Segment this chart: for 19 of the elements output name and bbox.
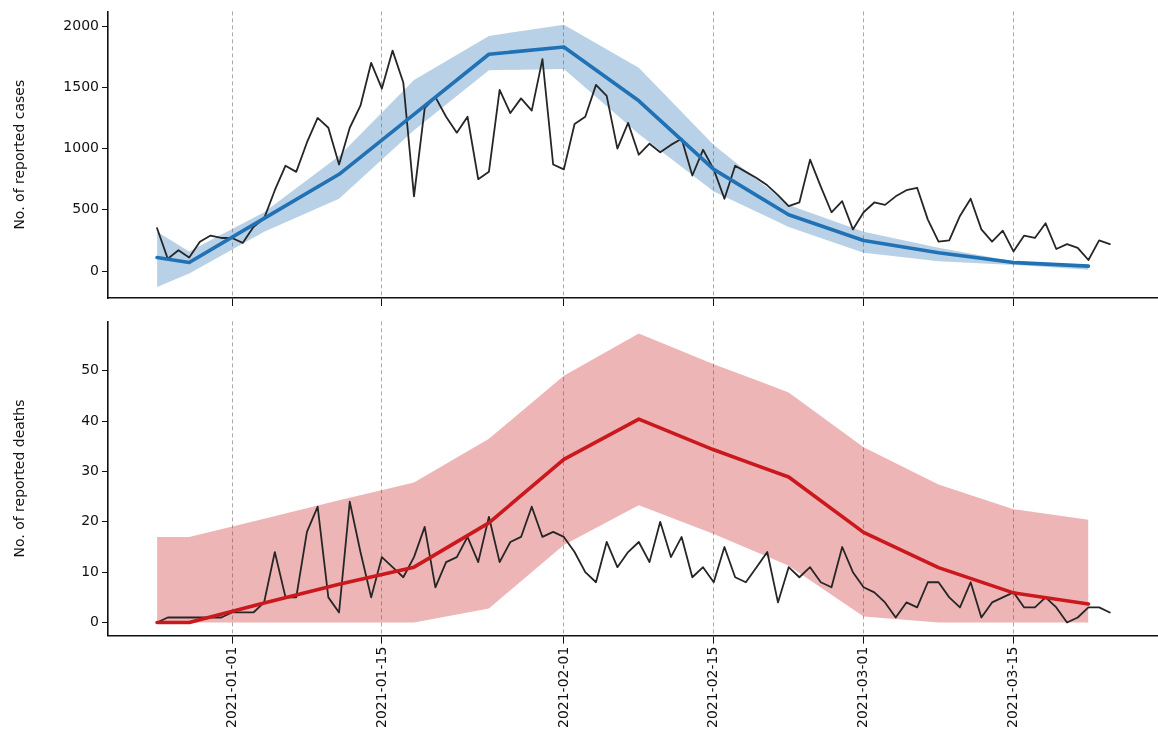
y-tick-label: 1500 xyxy=(63,77,99,94)
y-tick-label: 50 xyxy=(81,361,99,378)
y-tick-label: 500 xyxy=(72,200,99,217)
x-tick-label: 2021-01-01 xyxy=(222,646,239,729)
y-tick-label: 30 xyxy=(81,462,99,479)
y-axis-title: No. of reported deaths xyxy=(11,399,28,558)
x-tick-label: 2021-02-01 xyxy=(554,646,571,729)
x-tick-label: 2021-01-15 xyxy=(372,646,389,729)
y-tick-label: 0 xyxy=(90,613,99,630)
y-tick-label: 1000 xyxy=(63,139,99,156)
x-tick-label: 2021-02-15 xyxy=(704,646,721,729)
y-tick-label: 20 xyxy=(81,512,99,529)
y-tick-label: 2000 xyxy=(63,16,99,33)
x-tick-label: 2021-03-01 xyxy=(854,646,871,729)
y-axis-title: No. of reported cases xyxy=(11,79,28,230)
y-tick-label: 0 xyxy=(90,261,99,278)
y-tick-label: 40 xyxy=(81,411,99,428)
x-tick-label: 2021-03-15 xyxy=(1004,646,1021,729)
y-tick-label: 10 xyxy=(81,562,99,579)
